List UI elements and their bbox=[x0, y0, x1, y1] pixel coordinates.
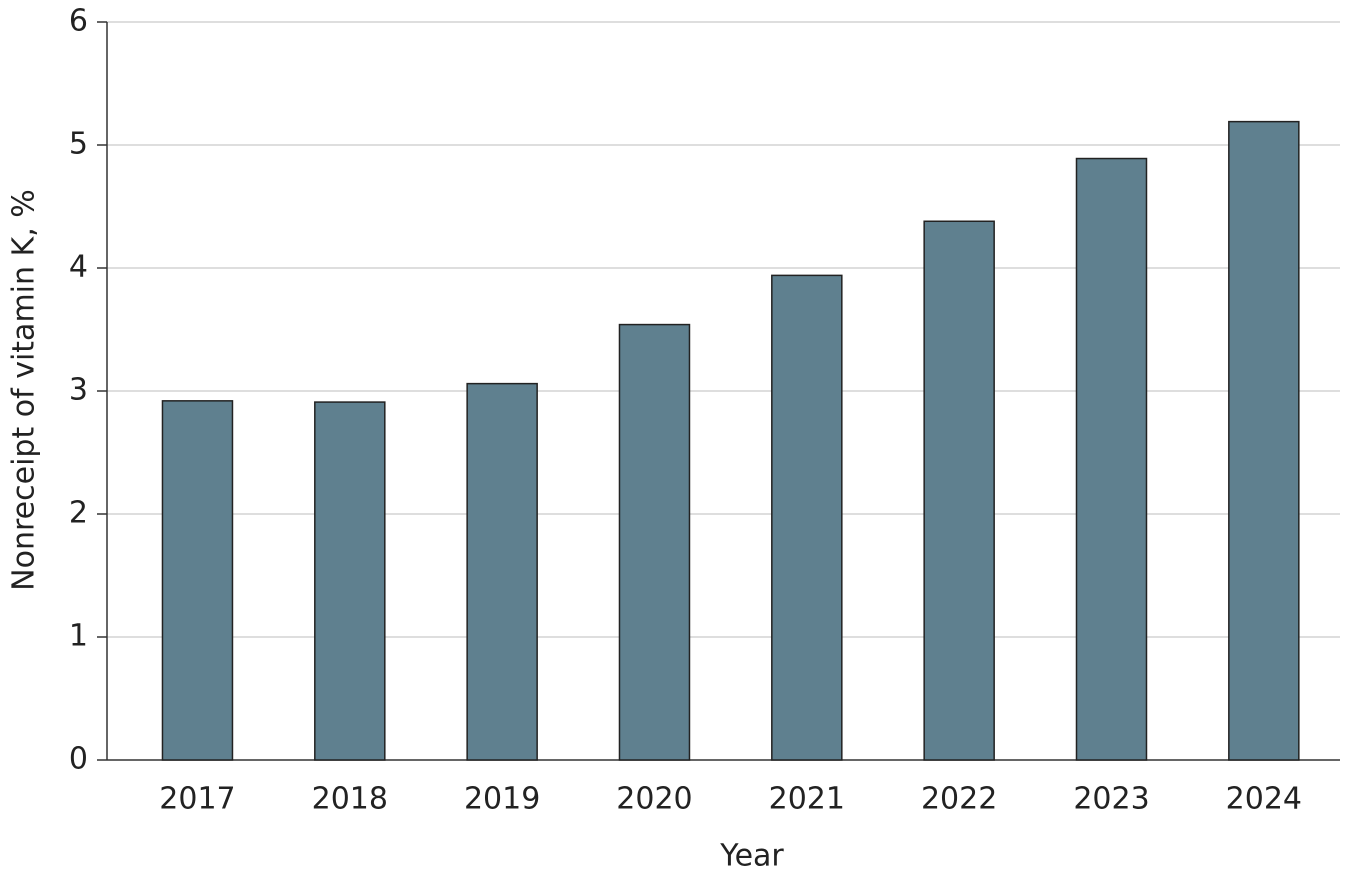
bar bbox=[923, 220, 995, 761]
y-tick-label: 0 bbox=[69, 742, 88, 777]
bar bbox=[161, 400, 234, 761]
x-tick-label: 2019 bbox=[464, 782, 540, 817]
x-tick-label: 2023 bbox=[1073, 782, 1149, 817]
x-tick-label: 2020 bbox=[616, 782, 692, 817]
y-tick-label: 5 bbox=[69, 127, 88, 162]
x-axis-label: Year bbox=[719, 839, 784, 874]
bar bbox=[1228, 120, 1300, 761]
bar bbox=[314, 401, 386, 761]
x-tick-label: 2017 bbox=[159, 782, 235, 817]
bar bbox=[1075, 157, 1148, 761]
x-tick-label: 2021 bbox=[769, 782, 845, 817]
bar bbox=[618, 323, 691, 761]
y-tick-label: 3 bbox=[69, 373, 88, 408]
bar bbox=[771, 274, 843, 761]
x-tick-label: 2022 bbox=[921, 782, 997, 817]
y-tick-label: 6 bbox=[69, 4, 88, 39]
y-tick-label: 2 bbox=[69, 496, 88, 531]
y-tick-label: 4 bbox=[69, 250, 88, 285]
y-tick-label: 1 bbox=[69, 619, 88, 654]
bar bbox=[466, 382, 538, 761]
x-tick-label: 2018 bbox=[312, 782, 388, 817]
y-axis-label: Nonreceipt of vitamin K, % bbox=[7, 189, 42, 591]
x-tick-label: 2024 bbox=[1226, 782, 1302, 817]
